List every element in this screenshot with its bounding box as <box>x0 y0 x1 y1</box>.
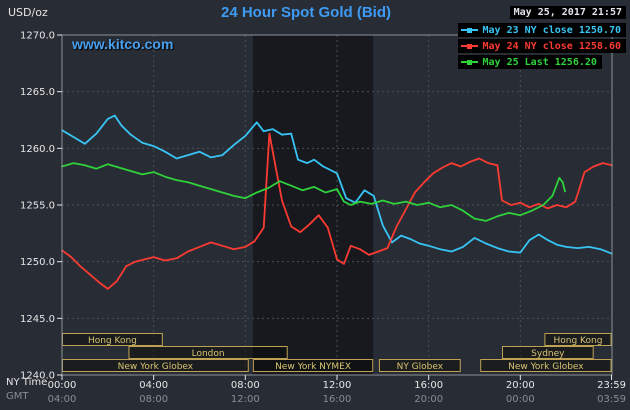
x-axis-tick-label-gmt: 08:00 <box>139 394 168 405</box>
legend-line-marker <box>460 43 478 49</box>
series-line-may-23 <box>61 114 613 255</box>
x-axis-tick-label-ny: 16:00 <box>414 380 443 391</box>
y-axis-tick-label: 1260.0 <box>20 144 55 155</box>
session-box <box>480 359 612 372</box>
session-label: Hong Kong <box>554 336 603 346</box>
y-axis-tick-label: 1270.0 <box>20 31 55 42</box>
session-label: New York Globex <box>118 362 194 372</box>
legend-item: May 25 Last 1256.20 <box>457 55 602 69</box>
legend-label: May 25 Last 1256.20 <box>482 56 597 68</box>
session-label: London <box>192 349 225 359</box>
legend-label: May 24 NY close 1258.60 <box>482 40 621 52</box>
session-label: NY Globex <box>397 362 444 372</box>
legend-item: May 24 NY close 1258.60 <box>457 39 626 53</box>
y-axis-tick-label: 1245.0 <box>20 314 55 325</box>
chart-title: 24 Hour Spot Gold (Bid) <box>221 4 391 21</box>
x-axis-tick-label-ny: 20:00 <box>506 380 535 391</box>
y-axis-tick-label: 1265.0 <box>20 87 55 98</box>
legend-label: May 23 NY close 1250.70 <box>482 24 621 36</box>
x-axis-tick-label-ny: 08:00 <box>231 380 260 391</box>
legend-line-marker <box>460 59 478 65</box>
y-axis-tick-label: 1250.0 <box>20 257 55 268</box>
datetime-stamp: May 25, 2017 21:57 <box>509 6 626 19</box>
x-axis-tick-label-ny: 23:59 <box>597 380 626 391</box>
ny-time-axis-label: NY Time <box>6 377 48 388</box>
x-axis-tick-label-ny: 04:00 <box>139 380 168 391</box>
legend: May 23 NY close 1250.70 May 24 NY close 1… <box>457 23 626 69</box>
series-line-may-25 <box>61 162 566 222</box>
kitco-watermark: www.kitco.com <box>72 36 174 52</box>
x-axis-tick-label-gmt: 12:00 <box>231 394 260 405</box>
series-line-may-24 <box>61 132 613 290</box>
session-box <box>128 346 288 359</box>
x-axis-tick-label-gmt: 16:00 <box>323 394 352 405</box>
x-axis-tick-label-gmt: 20:00 <box>414 394 443 405</box>
y-axis-tick-label: 1240.0 <box>20 371 55 382</box>
session-label: Sydney <box>531 349 565 359</box>
x-axis-tick-label-ny: 12:00 <box>323 380 352 391</box>
y-axis-tick-label: 1255.0 <box>20 201 55 212</box>
unit-label: USD/oz <box>8 6 48 19</box>
session-label: New York Globex <box>508 362 584 372</box>
gmt-axis-label: GMT <box>6 391 29 402</box>
x-axis-tick-label-ny: 00:00 <box>48 380 77 391</box>
session-label: Hong Kong <box>88 336 137 346</box>
legend-item: May 23 NY close 1250.70 <box>457 23 626 37</box>
session-box <box>502 346 594 359</box>
session-box <box>544 333 612 346</box>
x-axis-tick-label-gmt: 03:59 <box>597 394 626 405</box>
session-label: New York NYMEX <box>275 362 351 372</box>
session-box <box>378 359 461 372</box>
x-axis-tick-label-gmt: 00:00 <box>506 394 535 405</box>
session-box <box>252 359 374 372</box>
legend-line-marker <box>460 27 478 33</box>
x-axis-tick-label-gmt: 04:00 <box>48 394 77 405</box>
